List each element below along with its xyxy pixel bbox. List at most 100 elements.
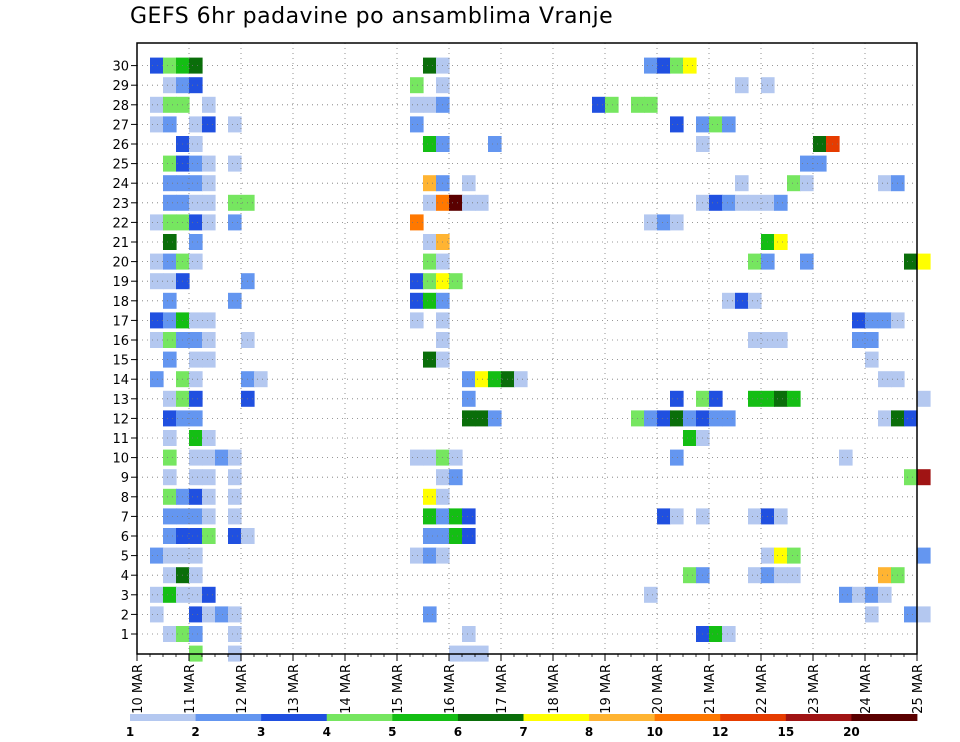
heatmap-cell xyxy=(709,116,723,133)
x-tick-label: 18 MAR xyxy=(547,664,562,714)
heatmap-cell xyxy=(748,332,762,348)
y-tick-label: 11 xyxy=(112,432,129,447)
heatmap-cell xyxy=(644,57,658,74)
heatmap-cell xyxy=(657,214,671,231)
colorbar-swatch xyxy=(130,714,196,721)
heatmap-cell xyxy=(163,116,177,133)
y-tick-label: 4 xyxy=(121,569,129,584)
heatmap-cell xyxy=(163,547,177,564)
heatmap-cell xyxy=(189,312,203,329)
y-tick-label: 27 xyxy=(112,118,129,133)
heatmap-cell xyxy=(189,528,203,544)
heatmap-cell xyxy=(423,175,437,192)
heatmap-cell xyxy=(163,332,177,348)
colorbar-label: 15 xyxy=(777,725,794,739)
heatmap-cell xyxy=(423,449,437,466)
y-tick-label: 29 xyxy=(112,79,129,94)
heatmap-cell xyxy=(514,371,528,388)
heatmap-cell xyxy=(475,194,489,211)
heatmap-cell xyxy=(683,430,697,446)
heatmap-cell xyxy=(449,194,463,211)
heatmap-cell xyxy=(163,488,177,505)
y-tick-label: 15 xyxy=(112,354,129,369)
heatmap-cell xyxy=(202,430,216,446)
heatmap-cell xyxy=(228,194,242,211)
heatmap-cell xyxy=(410,312,424,329)
heatmap-cell xyxy=(163,57,177,74)
heatmap-cell xyxy=(722,194,736,211)
heatmap-cell xyxy=(722,410,736,427)
y-tick-label: 12 xyxy=(112,412,129,427)
heatmap-cell xyxy=(189,332,203,348)
colorbar-label: 2 xyxy=(191,725,199,739)
heatmap-cell xyxy=(709,194,723,211)
heatmap-cell xyxy=(644,586,658,603)
heatmap-cell xyxy=(670,214,684,231)
heatmap-cell xyxy=(917,390,931,407)
x-tick-label: 17 MAR xyxy=(495,664,510,714)
y-tick-label: 7 xyxy=(121,510,129,525)
x-tick-label: 24 MAR xyxy=(859,664,874,714)
heatmap-cell xyxy=(839,586,853,603)
heatmap-cell xyxy=(189,508,203,525)
heatmap-cell xyxy=(904,606,918,623)
heatmap-cell xyxy=(163,155,177,172)
heatmap-cell xyxy=(202,155,216,172)
y-tick-label: 8 xyxy=(121,491,129,506)
heatmap-cell xyxy=(150,332,164,348)
heatmap-cell xyxy=(748,390,762,407)
heatmap-cell xyxy=(163,528,177,544)
heatmap-cell xyxy=(150,96,164,113)
heatmap-cell xyxy=(800,155,814,172)
colorbar-swatch xyxy=(589,714,656,721)
heatmap-cell xyxy=(462,390,476,407)
heatmap-cell xyxy=(800,175,814,192)
x-tick-label: 19 MAR xyxy=(599,664,614,714)
heatmap-cell xyxy=(163,214,177,231)
y-tick-label: 13 xyxy=(112,393,129,408)
heatmap-cell xyxy=(644,214,658,231)
heatmap-cell xyxy=(735,292,749,309)
heatmap-cell xyxy=(904,410,918,427)
heatmap-cell xyxy=(462,410,476,427)
heatmap-cell xyxy=(189,626,203,642)
y-tick-label: 17 xyxy=(112,314,129,329)
heatmap-cell xyxy=(488,410,502,427)
heatmap-cell xyxy=(228,214,242,231)
y-tick-label: 2 xyxy=(121,608,129,623)
y-tick-label: 21 xyxy=(112,236,129,251)
y-tick-label: 26 xyxy=(112,138,129,153)
heatmap-cell xyxy=(878,312,892,329)
heatmap-cell xyxy=(475,410,489,427)
y-tick-label: 20 xyxy=(112,256,129,271)
heatmap-cell xyxy=(228,469,242,486)
heatmap-cell xyxy=(787,390,801,407)
heatmap-cell xyxy=(202,96,216,113)
heatmap-cell xyxy=(163,312,177,329)
colorbar-swatch xyxy=(851,714,918,721)
heatmap-cell xyxy=(202,351,216,368)
heatmap-cell xyxy=(410,449,424,466)
heatmap-cell xyxy=(787,175,801,192)
heatmap-cell xyxy=(423,57,437,74)
heatmap-cell xyxy=(163,449,177,466)
heatmap-cell xyxy=(202,312,216,329)
heatmap-cell xyxy=(670,508,684,525)
heatmap-cell xyxy=(644,96,658,113)
heatmap-cell xyxy=(670,449,684,466)
y-tick-label: 10 xyxy=(112,452,129,467)
colorbar-label: 4 xyxy=(323,725,331,739)
heatmap-cell xyxy=(228,626,242,642)
heatmap-cell xyxy=(878,410,892,427)
heatmap-cell xyxy=(202,116,216,133)
colorbar-swatch xyxy=(261,714,328,721)
heatmap-cell xyxy=(852,332,866,348)
heatmap-cell xyxy=(150,606,164,623)
heatmap-cell xyxy=(189,449,203,466)
y-tick-label: 24 xyxy=(112,177,129,192)
heatmap-cell xyxy=(163,626,177,642)
heatmap-cell xyxy=(410,77,424,94)
heatmap-cell xyxy=(150,547,164,564)
heatmap-cell xyxy=(865,332,879,348)
heatmap-cell xyxy=(202,175,216,192)
